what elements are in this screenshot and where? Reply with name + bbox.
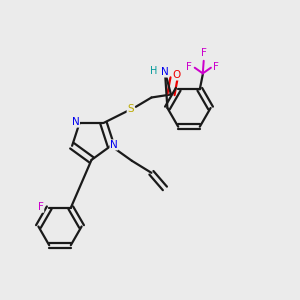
Text: F: F — [186, 62, 192, 72]
Text: F: F — [213, 62, 219, 72]
Text: H: H — [150, 66, 157, 76]
Text: O: O — [173, 70, 181, 80]
Text: S: S — [127, 104, 134, 115]
Text: N: N — [72, 117, 80, 127]
Text: N: N — [110, 140, 118, 150]
Text: F: F — [201, 48, 207, 58]
Text: N: N — [161, 67, 169, 77]
Text: F: F — [38, 202, 44, 212]
